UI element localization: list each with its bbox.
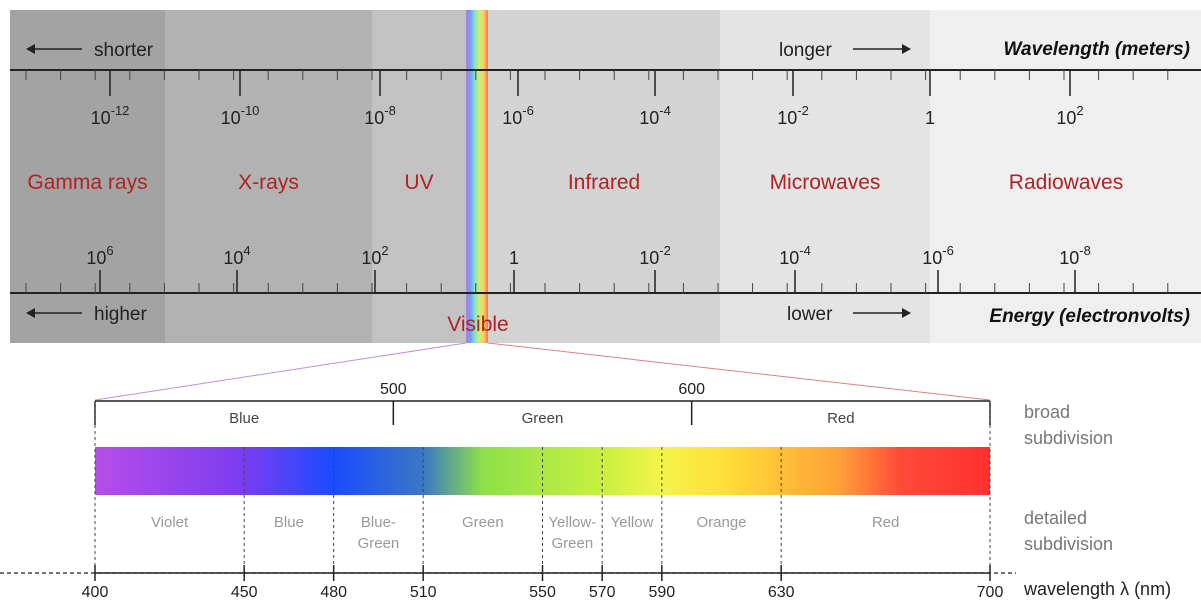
nm-tick-label: 590 xyxy=(648,584,675,601)
energy-ticks: 106 104 102 1 10-2 10-4 10-6 10-8 xyxy=(86,243,1091,293)
zoom-line-right xyxy=(487,342,991,401)
spectrum-bands xyxy=(10,10,1201,343)
lower-arrow xyxy=(853,308,911,318)
tick-label: 1 xyxy=(509,248,519,268)
region-label: Gamma rays xyxy=(27,171,147,194)
nm-tick-label: 700 xyxy=(977,584,1004,601)
broad-major-tick-label: 600 xyxy=(678,381,705,398)
band-gamma-rays xyxy=(10,10,165,343)
band-uv xyxy=(372,10,466,343)
tick-label: 106 xyxy=(86,243,113,268)
nm-axis-label: wavelength λ (nm) xyxy=(1023,579,1171,599)
shorter-label: shorter xyxy=(94,40,154,61)
detailed-subdivision: Violet Blue Blue- Green Green Yellow- Green Yel… xyxy=(151,514,899,552)
shorter-arrow xyxy=(26,44,82,54)
detailed-band-label: Blue xyxy=(274,514,304,531)
tick-label: 10-12 xyxy=(91,103,130,128)
tick-label: 10-2 xyxy=(777,103,809,128)
tick-label: 104 xyxy=(223,243,250,268)
tick-label: 10-6 xyxy=(922,243,954,268)
detailed-band-label: Violet xyxy=(151,514,189,531)
zoom-line-left xyxy=(94,342,467,401)
tick-label: 10-8 xyxy=(1059,243,1091,268)
broad-subdivision: 500 600 Blue Green Red xyxy=(94,381,991,427)
wavelength-ticks: 10-12 10-10 10-8 10-6 10-4 10-2 1 102 xyxy=(91,70,1084,128)
region-label: Infrared xyxy=(568,171,640,194)
arrow-left-icon xyxy=(26,44,35,54)
detailed-band-label: Yellow xyxy=(611,514,654,531)
tick-label: 102 xyxy=(361,243,388,268)
band-infrared xyxy=(488,10,720,343)
region-labels: Gamma rays X-rays UV Infrared Microwaves Radi… xyxy=(27,171,1123,194)
wavelength-axis-title: Wavelength (meters) xyxy=(1003,39,1190,60)
tick-label: 10-4 xyxy=(779,243,811,268)
band-radiowaves xyxy=(930,10,1201,343)
nm-tick-label: 510 xyxy=(410,584,437,601)
broad-band-label: Blue xyxy=(229,410,259,427)
nm-tick-label: 400 xyxy=(82,584,109,601)
tick-label: 1 xyxy=(925,108,935,128)
detailed-band-label: Red xyxy=(872,514,900,531)
region-label: Radiowaves xyxy=(1009,171,1123,194)
region-label: X-rays xyxy=(238,171,299,194)
broad-major-tick-label: 500 xyxy=(380,381,407,398)
broad-band-label: Green xyxy=(522,410,564,427)
higher-label: higher xyxy=(94,304,147,325)
nm-tick-label: 480 xyxy=(320,584,347,601)
arrow-right-icon xyxy=(902,308,911,318)
detailed-band-label: Yellow- xyxy=(548,514,596,531)
arrow-left-icon xyxy=(26,308,35,318)
tick-label: 10-6 xyxy=(502,103,534,128)
visible-label: Visible xyxy=(447,313,508,336)
detailed-band-label: Green xyxy=(551,535,593,552)
lower-label: lower xyxy=(787,304,833,325)
nm-tick-label: 450 xyxy=(231,584,258,601)
detailed-subdivision-title-1: detailed xyxy=(1024,508,1087,528)
region-label: UV xyxy=(404,171,433,194)
broad-subdivision-title-1: broad xyxy=(1024,402,1070,422)
nm-tick-label: 570 xyxy=(589,584,616,601)
broad-subdivision-title-2: subdivision xyxy=(1024,428,1113,448)
detailed-subdivision-title-2: subdivision xyxy=(1024,534,1113,554)
nm-axis: 400 450 480 510 550 570 590 630 700 xyxy=(0,401,1016,601)
arrow-right-icon xyxy=(902,44,911,54)
longer-arrow xyxy=(853,44,911,54)
detailed-band-label: Green xyxy=(358,535,400,552)
tick-label: 10-10 xyxy=(221,103,260,128)
broad-band-label: Red xyxy=(827,410,855,427)
visible-rainbow-strip xyxy=(466,10,488,343)
nm-tick-label: 630 xyxy=(768,584,795,601)
higher-arrow xyxy=(26,308,82,318)
tick-label: 10-8 xyxy=(364,103,396,128)
tick-label: 102 xyxy=(1056,103,1083,128)
minor-ticks xyxy=(25,70,1169,293)
detailed-band-label: Orange xyxy=(696,514,746,531)
region-label: Microwaves xyxy=(770,171,881,194)
detailed-band-label: Blue- xyxy=(361,514,396,531)
energy-axis-title: Energy (electronvolts) xyxy=(989,306,1190,327)
tick-label: 10-4 xyxy=(639,103,671,128)
longer-label: longer xyxy=(779,40,832,61)
band-microwaves xyxy=(720,10,930,343)
nm-tick-label: 550 xyxy=(529,584,556,601)
tick-label: 10-2 xyxy=(639,243,671,268)
detailed-band-label: Green xyxy=(462,514,504,531)
